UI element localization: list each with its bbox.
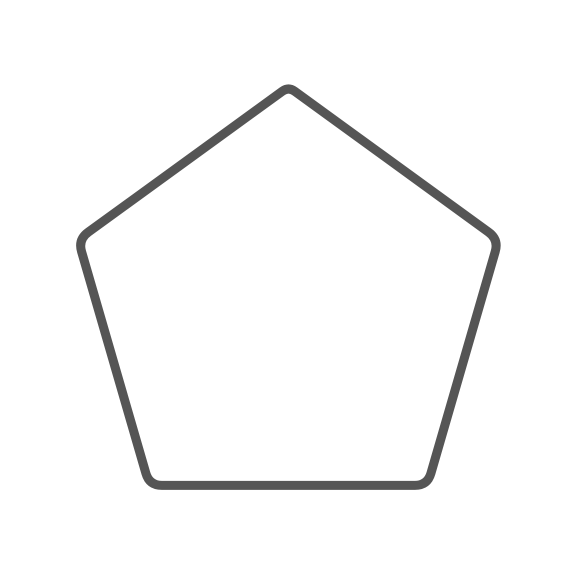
- pentagon-outline: [76, 84, 501, 490]
